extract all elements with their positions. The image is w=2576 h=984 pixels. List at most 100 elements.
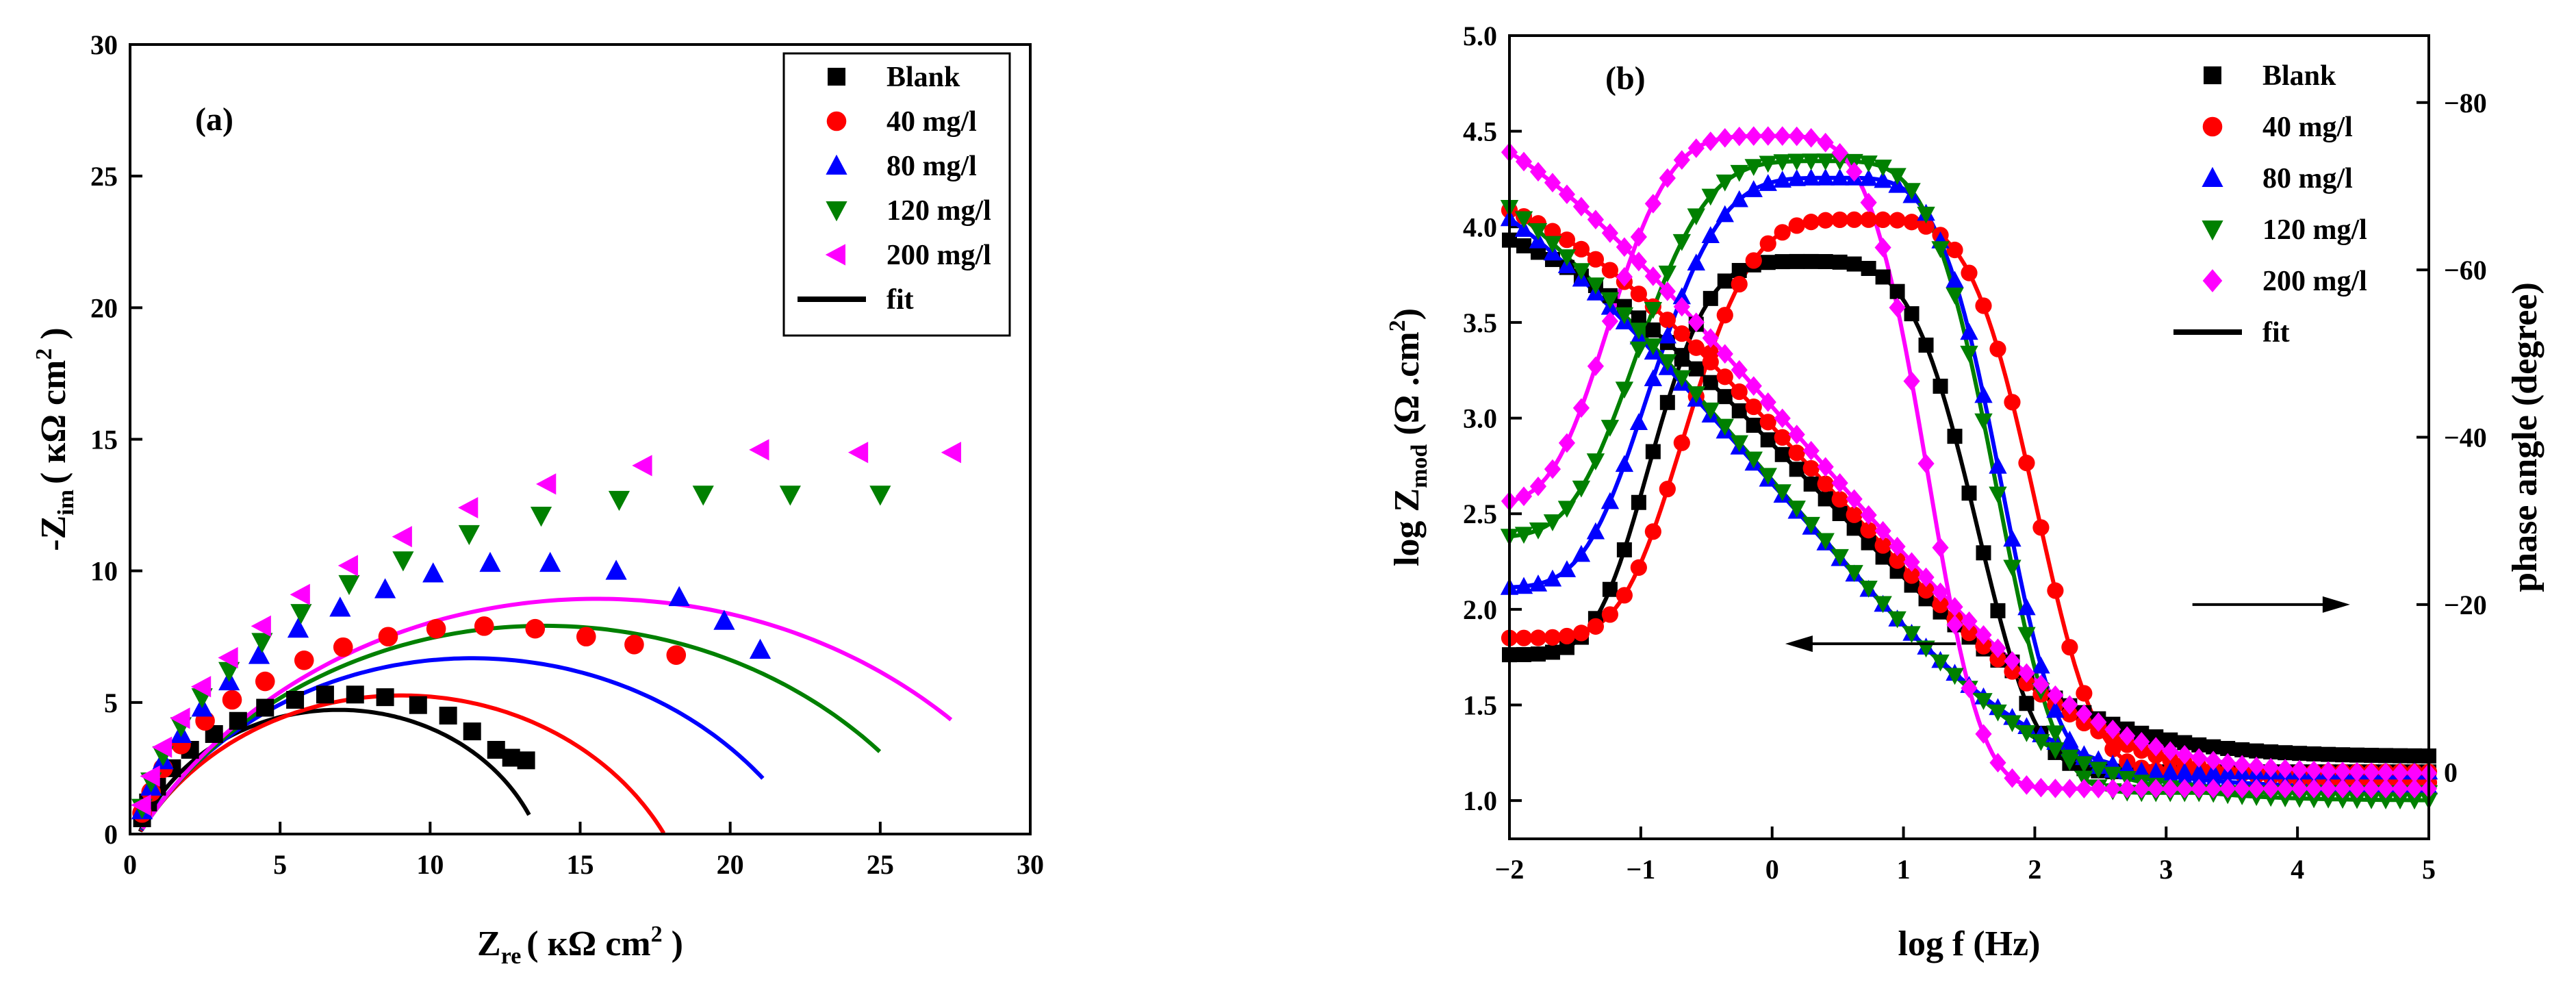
bode-impedance-point [1645, 322, 1661, 338]
x-tick-label: 30 [1017, 849, 1044, 880]
bode-impedance-point [1874, 596, 1892, 614]
nyquist-data-point [346, 685, 364, 704]
bode-phase-point [2391, 779, 2409, 798]
bode-impedance-point [1659, 312, 1676, 329]
bode-impedance-point [1530, 244, 1546, 260]
bode-phase-point [1903, 371, 1920, 391]
x-tick-label: 10 [416, 849, 444, 880]
x-tick-label: 3 [2159, 854, 2173, 885]
bode-phase-point [2076, 685, 2093, 702]
nyquist-legend: Blank 40 mg/l 80 mg/l 120 mg/l 200 mg/l fit [782, 52, 1011, 337]
y-tick-label: 20 [90, 292, 118, 323]
bode-phase-point [1933, 379, 1948, 394]
bode-phase-point [1716, 174, 1734, 192]
left-y-tick-label: 3.0 [1463, 403, 1497, 434]
bode-impedance-point [1818, 491, 1833, 507]
bode-phase-point [1903, 214, 1920, 231]
bode-phase-point [1974, 386, 1993, 403]
bode-phase-point [1904, 306, 1920, 322]
bode-phase-point [1774, 126, 1791, 146]
bode-plot: −2 −1 0 1 2 3 4 5 1.0 1.5 2.0 2.5 3.0 3.5 4.0 4.5 5.0 0 −2… [1385, 21, 2545, 963]
bode-impedance-point [2119, 726, 2136, 746]
bode-impedance-point [2148, 729, 2164, 745]
bode-phase-point [1759, 235, 1776, 252]
bode-impedance-point [1515, 151, 1533, 172]
bode-impedance-point [2017, 724, 2036, 742]
legend-marker [2202, 166, 2223, 187]
bode-phase-point [1716, 205, 1734, 223]
nyquist-data-point [333, 637, 353, 657]
bode-impedance-point [2334, 761, 2351, 781]
bode-impedance-point [2391, 763, 2409, 783]
nyquist-plot-frame [129, 43, 1032, 835]
x-tick-label: 1 [1897, 854, 1911, 885]
nyquist-data-point [140, 765, 160, 787]
bode-impedance-point [2004, 651, 2021, 671]
x-tick-label: 5 [273, 849, 287, 880]
bode-phase-point [2161, 762, 2180, 780]
bode-impedance-point [2362, 762, 2380, 783]
bode-phase-point [1874, 171, 1892, 188]
bode-impedance-point [2104, 719, 2121, 740]
nyquist-data-point [605, 559, 627, 580]
nyquist-x-axis-title: Zre( кΩ cm2 ) [477, 922, 683, 969]
nyquist-legend-box [782, 52, 1011, 337]
bode-impedance-point [1816, 533, 1835, 551]
bode-impedance-point [1803, 476, 1819, 492]
x-tick-label: 0 [123, 849, 137, 880]
bode-phase-point [1716, 307, 1733, 324]
bode-impedance-point [2262, 757, 2280, 778]
bode-impedance-point [1703, 375, 1718, 390]
bode-phase-point [1788, 126, 1805, 147]
nyquist-data-points [131, 439, 962, 827]
nyquist-data-point [530, 506, 552, 527]
bode-impedance-point [1629, 323, 1648, 340]
bode-impedance-point [1745, 398, 1762, 416]
bode-phase-point [1946, 270, 1964, 288]
nyquist-data-point [692, 485, 714, 506]
bode-phase-point [1773, 171, 1791, 188]
bode-phase-point [1975, 724, 1992, 744]
nyquist-data-point [218, 646, 238, 669]
legend-label: 200 mg/l [887, 240, 991, 271]
bode-impedance-point [1946, 668, 1964, 685]
bode-phase-point [1529, 522, 1548, 540]
nyquist-data-point [502, 748, 520, 767]
bode-phase-point [2162, 779, 2179, 798]
bode-impedance-point [1514, 211, 1533, 229]
bode-impedance-point [1961, 625, 1978, 642]
bode-impedance-point [1687, 339, 1705, 356]
bode-impedance-point [1788, 425, 1805, 444]
bode-phase-point [2019, 696, 2035, 711]
bode-impedance-point [2291, 759, 2308, 780]
x-tick-label: 5 [2422, 854, 2436, 885]
bode-phase-point [1601, 606, 1618, 623]
bode-impedance-point [1673, 325, 1690, 342]
bode-phase-point [1917, 206, 1935, 224]
bode-impedance-point [2349, 747, 2365, 763]
legend-label: 80 mg/l [887, 151, 977, 182]
nyquist-data-point [229, 711, 247, 730]
bode-phase-point [2018, 455, 2035, 472]
bode-impedance-point [1846, 520, 1862, 536]
bode-phase-point [1557, 560, 1577, 577]
bode-phase-point [1774, 224, 1791, 241]
bode-impedance-point [1946, 596, 1963, 617]
bode-impedance-point [1931, 654, 1950, 672]
bode-phase-point [1846, 256, 1862, 272]
bode-impedance-point [2177, 735, 2193, 750]
bode-phase-point [1787, 168, 1806, 186]
bode-impedance-point [1529, 223, 1548, 240]
bode-right-axis-title: phase angle (degree) [2505, 282, 2545, 592]
bode-phase-point [2061, 639, 2078, 656]
bode-impedance-point [1746, 418, 1761, 433]
bode-phase-point [2306, 779, 2323, 798]
left-y-tick-label: 4.0 [1463, 212, 1497, 242]
nyquist-data-point [290, 604, 312, 625]
bode-impedance-point [1846, 489, 1863, 509]
legend-label: 40 mg/l [887, 106, 977, 138]
nyquist-data-point [376, 688, 394, 707]
bode-impedance-point [2306, 746, 2322, 762]
bode-impedance-point [1874, 520, 1891, 541]
bode-phase-point [1602, 581, 1618, 597]
